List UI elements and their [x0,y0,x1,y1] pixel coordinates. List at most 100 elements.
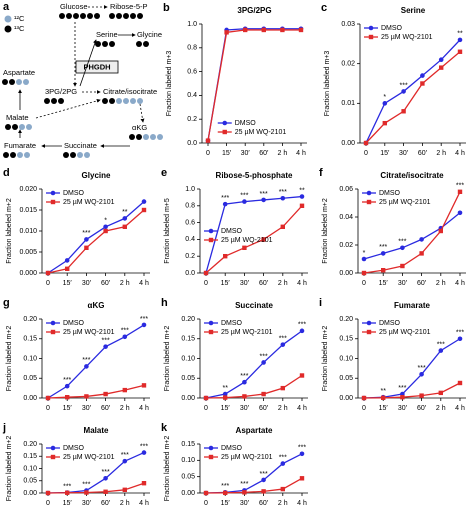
carbon-dot [109,13,115,19]
arrow [139,103,145,123]
carbon-dot [143,134,149,140]
chart-title: Fumarate [394,301,431,310]
point [400,245,405,251]
significance-label: *** [456,183,464,190]
chart-panel: i Fumarate Fraction labeled m+2 0.00 0.05 0.1… [319,297,466,412]
chart-title: Ribose-5-phosphate [216,171,293,180]
chart-panel: f Citrate/isocitrate Fraction labeled m+2 0… [319,167,466,287]
node-label: Glycine [137,30,162,39]
point [401,109,406,114]
legend-marker [50,190,56,196]
legend-label: 25 µM WQ-2101 [221,454,273,461]
point [65,266,70,271]
node-label: Succinate [64,141,97,150]
x-tick-label: 4 h [139,280,149,287]
chart-title: Serine [401,6,426,15]
carbon-dot [87,13,93,19]
y-tick-label: 0.2 [187,116,197,123]
carbon-dot [102,98,108,104]
carbon-dot [19,124,25,130]
point [400,263,405,269]
x-tick-label: 4 h [297,280,307,287]
legend-marker [50,199,56,205]
series-line [363,382,461,399]
significance-label: *** [279,189,287,196]
y-tick-label: 0.05 [339,375,353,382]
significance-label: * [363,250,366,257]
point [242,394,247,399]
point [65,490,70,495]
point [223,395,228,400]
y-axis-label: Fraction labeled m+2 [164,436,171,502]
legend-label: 25 µM WQ-2101 [221,237,273,244]
point [299,203,305,208]
x-tick-label: 30′ [398,405,408,412]
y-tick-label: 0.2 [185,253,195,260]
point [382,101,388,106]
x-tick-label: 30′ [82,500,92,507]
y-tick-label: 1.0 [185,186,195,193]
legend-label: 25 µM WQ-2101 [63,454,115,461]
point [457,336,463,342]
x-tick-label: 0 [204,500,208,507]
panel-letter: g [3,297,10,309]
significance-label: *** [279,336,287,343]
significance-label: *** [260,191,268,198]
carbon-dots [2,13,163,158]
significance-label: *** [456,330,464,337]
x-tick-label: 2 h [278,150,288,157]
legend-marker [366,320,372,326]
legend-label: 25 µM WQ-2101 [221,329,273,336]
x-tick-label: 60′ [101,405,111,412]
x-tick-label: 15′ [63,405,73,412]
node-label: PHGDH [83,62,110,71]
legend-marker [208,445,214,451]
y-tick-label: 0.06 [339,186,353,193]
chart-title: Malate [84,426,109,435]
legend-marker [366,199,372,205]
point [84,364,89,369]
significance-label: *** [82,230,90,237]
legend-label: DMSO [63,445,85,452]
significance-label: *** [398,385,406,392]
y-tick-label: 0.05 [181,474,195,481]
carbon-dot [3,152,9,158]
dot-13c [4,25,12,33]
y-tick-label: 0.20 [181,316,195,323]
legend-label: ¹³C [14,24,25,33]
y-tick-label: 0.00 [339,270,353,277]
point [103,228,108,234]
carbon-dot [157,134,163,140]
x-tick-label: 30′ [241,150,251,157]
x-tick-label: 60′ [417,280,427,287]
carbon-dot [73,13,79,19]
point [363,140,369,146]
point [222,201,228,207]
x-tick-label: 2 h [278,405,288,412]
y-tick-label: 0.20 [23,316,37,323]
legend-marker [50,320,56,326]
y-axis-label: Fraction labeled m+5 [164,198,171,264]
x-tick-label: 0 [362,280,366,287]
significance-label: *** [63,377,71,384]
x-tick-label: 0 [362,405,366,412]
series-line [47,482,145,494]
chart-panel: d Glycine Fraction labeled m+2 0.000 0.005 0.… [3,167,150,287]
point [45,490,51,496]
dot-12c [4,15,12,23]
point [84,394,89,399]
point [420,73,425,78]
y-tick-label: 0.6 [185,219,195,226]
node-label: Serine [96,30,118,39]
carbon-dot [66,13,72,19]
y-tick-label: 0.10 [339,355,353,362]
significance-label: ** [122,209,128,216]
legend-marker [208,237,214,243]
legend-marker [208,320,214,326]
carbon-dot [26,124,32,130]
carbon-dot [51,98,57,104]
y-axis-label: Fraction labeled m+2 [322,326,329,392]
x-tick-label: 15′ [63,280,73,287]
carbon-dot [84,152,90,158]
legend-label: 25 µM WQ-2101 [235,129,287,136]
